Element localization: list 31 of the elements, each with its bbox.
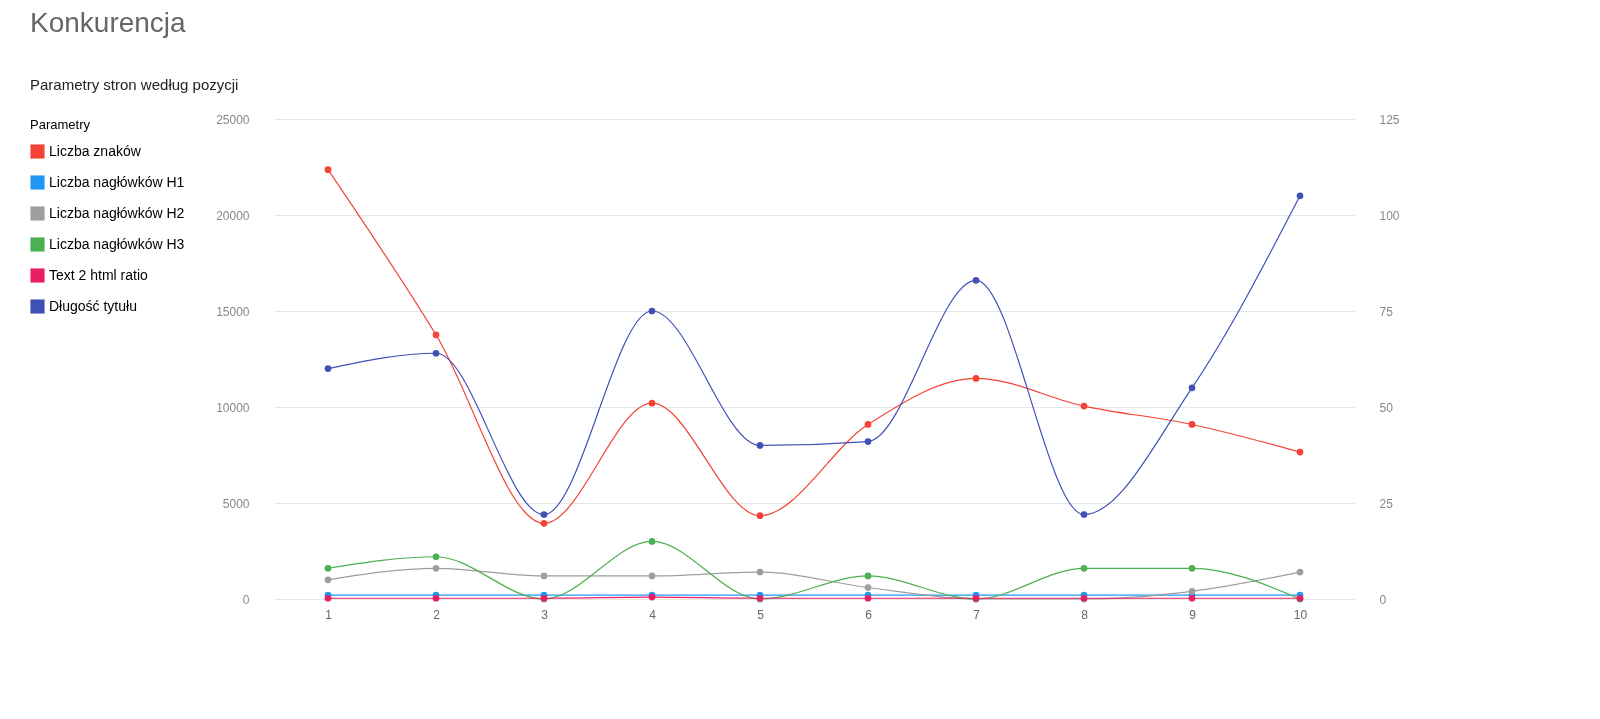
y-tick-label: 25000 — [216, 112, 250, 127]
legend-label: Długość tytułu — [49, 297, 137, 314]
y-tick-label: 10000 — [216, 400, 250, 415]
y2-tick-label: 100 — [1379, 208, 1400, 223]
legend-label: Liczba nagłówków H1 — [49, 173, 185, 190]
text: Parametry stron według pozycji — [30, 76, 239, 93]
x-tick-label: 2 — [433, 607, 441, 622]
y-tick-label: 15000 — [216, 304, 250, 319]
y2-tick-label: 0 — [1379, 592, 1387, 607]
y2-tick-label: 75 — [1379, 304, 1394, 319]
x-tick-label: 1 — [325, 607, 333, 622]
legend-label: Liczba nagłówków H2 — [49, 204, 185, 221]
x-tick-label: 7 — [973, 607, 981, 622]
y2-tick-label: 25 — [1379, 496, 1394, 511]
x-tick-label: 4 — [649, 607, 657, 622]
y-tick-label: 20000 — [216, 208, 250, 223]
y2-tick-label: 125 — [1379, 112, 1400, 127]
x-tick-label: 6 — [865, 607, 873, 622]
legend-label: Liczba znaków — [49, 142, 142, 159]
legend-title: Parametry — [30, 117, 91, 132]
x-tick-label: 5 — [757, 607, 765, 622]
y2-tick-label: 50 — [1379, 400, 1394, 415]
y-tick-label: 0 — [242, 592, 250, 607]
legend-label: Liczba nagłówków H3 — [49, 235, 185, 252]
x-tick-label: 3 — [541, 607, 549, 622]
x-tick-label: 9 — [1189, 607, 1197, 622]
x-tick-label: 8 — [1081, 607, 1089, 622]
x-tick-label: 10 — [1293, 607, 1308, 622]
y-tick-label: 5000 — [222, 496, 250, 511]
chart-title: Konkurencja — [30, 7, 187, 38]
legend-label: Text 2 html ratio — [49, 266, 149, 283]
